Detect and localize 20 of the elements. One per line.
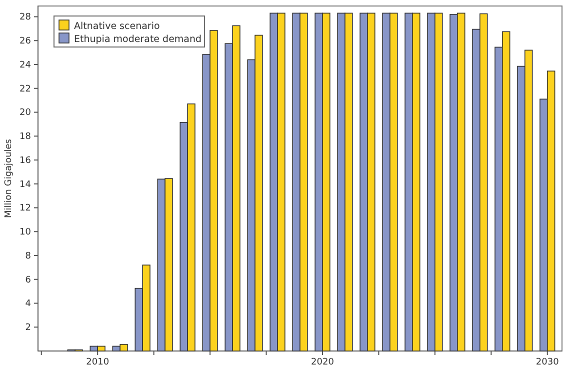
- y-tick-label: 24: [20, 60, 32, 70]
- y-tick-label: 6: [25, 275, 32, 286]
- y-axis-title: Million Gigajoules: [4, 138, 14, 218]
- y-tick-label: 26: [20, 36, 32, 46]
- y-tick-label: 20: [20, 108, 32, 118]
- y-tick-label: 18: [20, 132, 32, 142]
- y-tick-label: 14: [20, 180, 32, 190]
- legend-label: Ethupia moderate demand: [74, 34, 202, 45]
- y-tick-label: 16: [20, 156, 32, 166]
- y-tick-label: 4: [25, 299, 32, 310]
- x-tick-label: 2020: [311, 357, 334, 368]
- y-tick-label: 8: [25, 251, 32, 262]
- x-tick-label: 2010: [86, 357, 110, 368]
- x-tick-label: 2030: [536, 357, 560, 368]
- y-tick-label: 2: [25, 323, 31, 334]
- y-tick-label: 12: [20, 204, 31, 214]
- legend-label: Altnative scenario: [74, 21, 160, 32]
- y-tick-label: 22: [20, 84, 31, 94]
- y-tick-label: 10: [20, 228, 32, 238]
- y-tick-label: 28: [20, 12, 32, 23]
